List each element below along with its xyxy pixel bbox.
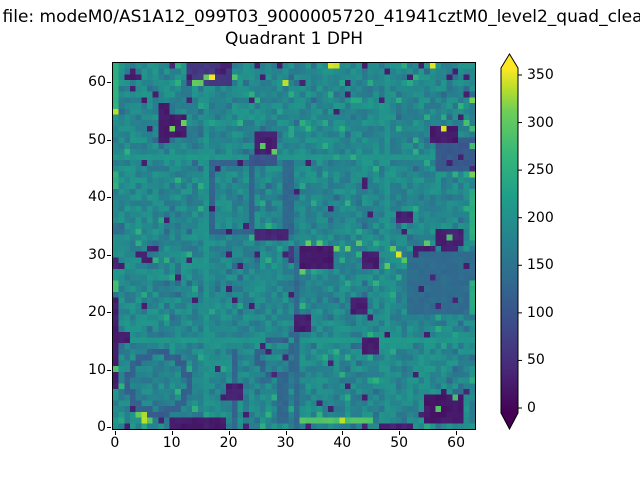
x-tick-mark [114,431,116,435]
x-tick-label: 40 [333,435,352,451]
x-tick-mark [285,431,287,435]
y-tick-mark [107,312,111,314]
heatmap-image [113,63,475,429]
y-tick-label: 20 [88,304,106,321]
colorbar-tick-label: 100 [527,304,554,321]
x-tick-mark [228,431,230,435]
y-tick-mark [107,369,111,371]
y-tick-label: 60 [88,74,106,91]
x-tick-mark [342,431,344,435]
x-tick-mark [171,431,173,435]
colorbar-tick-label: 300 [527,114,554,131]
y-tick-mark [107,139,111,141]
y-tick-label: 0 [97,419,106,436]
colorbar-tick-label: 50 [527,352,545,369]
y-tick-mark [107,197,111,199]
colorbar-tick-label: 150 [527,257,554,274]
colorbar-gradient [500,53,519,431]
y-tick-label: 30 [88,246,106,263]
x-tick-label: 50 [390,435,409,451]
x-tick-label: 30 [276,435,295,451]
x-tick-label: 60 [447,435,465,451]
y-tick-mark [107,254,111,256]
colorbar-tick-label: 350 [527,67,554,83]
x-tick-label: 10 [162,435,181,451]
x-tick-label: 20 [219,435,238,451]
heatmap-plot-area [112,62,476,430]
colorbar [500,53,522,431]
x-tick-mark [399,431,401,435]
plot-title: Quadrant 1 DPH [225,29,363,49]
colorbar-tick-label: 200 [527,209,554,226]
y-tick-label: 40 [88,189,106,206]
x-tick-label: 0 [110,435,120,451]
y-tick-mark [107,82,111,84]
y-tick-mark [107,427,111,429]
y-tick-label: 10 [88,361,106,378]
colorbar-tick-label: 250 [527,162,554,179]
x-tick-mark [456,431,458,435]
y-tick-label: 50 [88,131,106,148]
figure-suptitle: a file: modeM0/AS1A12_099T03_9000005720_… [0,7,640,27]
colorbar-tick-label: 0 [527,400,536,416]
